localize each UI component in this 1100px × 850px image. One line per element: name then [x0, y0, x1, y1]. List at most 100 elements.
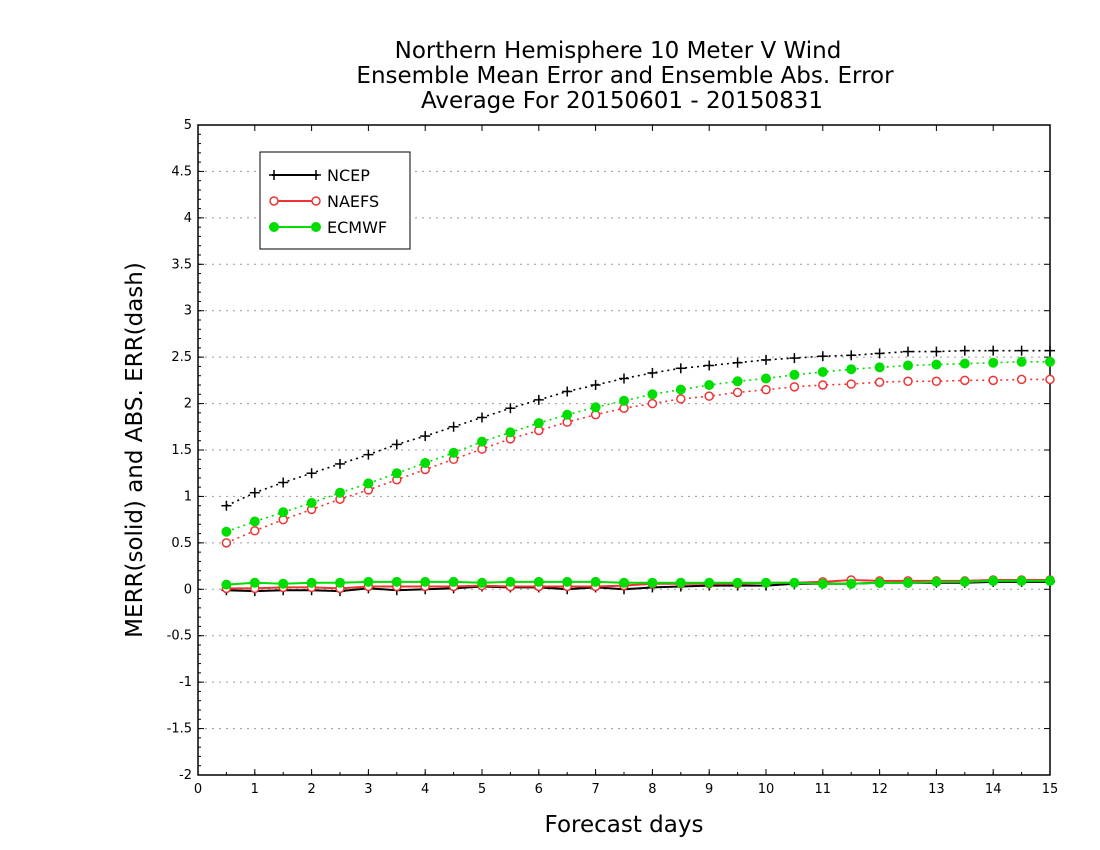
abs-err-point — [789, 369, 800, 380]
abs-err-line-ncep — [226, 349, 1050, 507]
abs-err-point — [959, 358, 970, 369]
legend-marker-end — [311, 196, 321, 206]
abs-err-point — [761, 384, 771, 395]
mean-err-point — [1016, 575, 1027, 586]
y-tick-label: 1 — [184, 489, 192, 504]
legend-marker-end — [311, 170, 321, 180]
title-line-1: Northern Hemisphere 10 Meter V Wind — [395, 38, 842, 64]
abs-err-point — [988, 345, 999, 356]
y-tick-label: -1 — [179, 675, 192, 690]
y-tick-label: 4 — [184, 211, 192, 226]
x-tick-label: 0 — [194, 782, 202, 797]
abs-err-point — [817, 351, 828, 362]
y-tick-label: -2 — [179, 768, 192, 783]
mean-err-point — [391, 576, 402, 587]
series-ecmwf — [221, 356, 1055, 590]
abs-err-point — [676, 394, 686, 404]
mean-err-point — [249, 577, 260, 588]
mean-err-point — [931, 576, 942, 587]
abs-err-point — [249, 487, 260, 498]
mean-err-point — [420, 576, 431, 587]
x-tick-label: 13 — [928, 782, 945, 797]
y-tick-label: 4.5 — [171, 164, 192, 179]
abs-err-point — [420, 458, 431, 468]
abs-err-point — [221, 538, 232, 548]
abs-err-point — [675, 363, 686, 374]
legend-marker-start — [269, 196, 279, 206]
abs-err-point — [931, 376, 942, 387]
legend: NCEP NAEFS ECMWF — [259, 151, 411, 250]
abs-err-point — [960, 375, 970, 386]
grid-lines — [198, 170, 1050, 730]
legend-marker-start — [269, 222, 279, 232]
abs-err-point — [903, 376, 913, 387]
mean-err-point — [789, 577, 800, 588]
abs-err-point — [249, 516, 260, 527]
legend-label: ECMWF — [327, 218, 387, 237]
abs-err-point — [1016, 345, 1027, 356]
x-tick-label: 3 — [364, 782, 372, 797]
mean-err-point — [448, 576, 459, 587]
mean-err-point — [846, 578, 857, 589]
y-tick-label: 0.5 — [171, 536, 192, 551]
mean-err-point — [732, 577, 743, 588]
y-tick-label: 0 — [184, 582, 192, 597]
x-tick-label: 1 — [251, 782, 259, 797]
x-tick-label: 9 — [705, 782, 713, 797]
y-tick-label: 1.5 — [171, 443, 192, 458]
x-tick-label: 14 — [985, 782, 1002, 797]
x-tick-label: 2 — [307, 782, 315, 797]
title-line-2: Ensemble Mean Error and Ensemble Abs. Er… — [356, 63, 894, 89]
legend-label: NAEFS — [327, 192, 379, 211]
abs-err-point — [335, 458, 345, 469]
abs-err-point — [846, 379, 856, 389]
mean-err-point — [1045, 575, 1055, 586]
x-tick-label: 8 — [648, 782, 656, 797]
abs-err-point — [562, 409, 573, 420]
abs-err-point — [533, 394, 544, 405]
mean-err-point — [874, 577, 885, 588]
abs-err-point — [704, 391, 714, 401]
abs-err-point — [477, 436, 487, 447]
y-tick-label: 3.5 — [171, 257, 192, 272]
abs-err-point — [221, 526, 232, 537]
y-tick-label: -0.5 — [167, 629, 192, 644]
abs-err-point — [903, 360, 913, 371]
mean-err-point — [306, 577, 317, 588]
abs-err-point — [789, 353, 800, 364]
abs-err-point — [477, 412, 487, 423]
abs-err-point — [704, 360, 715, 371]
abs-err-point — [818, 380, 828, 390]
abs-err-point — [647, 367, 658, 378]
abs-err-line-ecmwf — [226, 360, 1050, 533]
mean-err-point — [959, 576, 970, 587]
abs-err-point — [533, 418, 544, 429]
legend-label: NCEP — [327, 166, 370, 185]
y-tick-label: 2.5 — [171, 350, 192, 365]
abs-err-point — [761, 354, 771, 365]
x-tick-label: 7 — [591, 782, 599, 797]
abs-err-point — [647, 389, 658, 400]
abs-err-point — [959, 345, 970, 356]
mean-err-point — [335, 577, 345, 588]
abs-err-point — [448, 447, 459, 458]
mean-err-point — [477, 577, 487, 588]
x-axis-label: Forecast days — [545, 812, 704, 838]
abs-err-point — [505, 403, 516, 414]
abs-err-point — [732, 357, 743, 368]
mean-err-point — [903, 577, 913, 588]
abs-err-point — [420, 431, 431, 442]
abs-err-point — [988, 357, 999, 368]
abs-err-point — [846, 350, 857, 361]
abs-err-point — [732, 376, 743, 387]
mean-err-point — [363, 576, 374, 587]
series-naefs — [221, 374, 1055, 594]
x-tick-label: 5 — [478, 782, 486, 797]
x-tick-label: 4 — [421, 782, 429, 797]
y-tick-label: 5 — [184, 118, 192, 133]
legend-item-ecmwf: ECMWF — [269, 218, 387, 237]
abs-err-point — [931, 359, 942, 370]
series-ncep — [221, 345, 1055, 597]
abs-err-point — [874, 377, 885, 387]
